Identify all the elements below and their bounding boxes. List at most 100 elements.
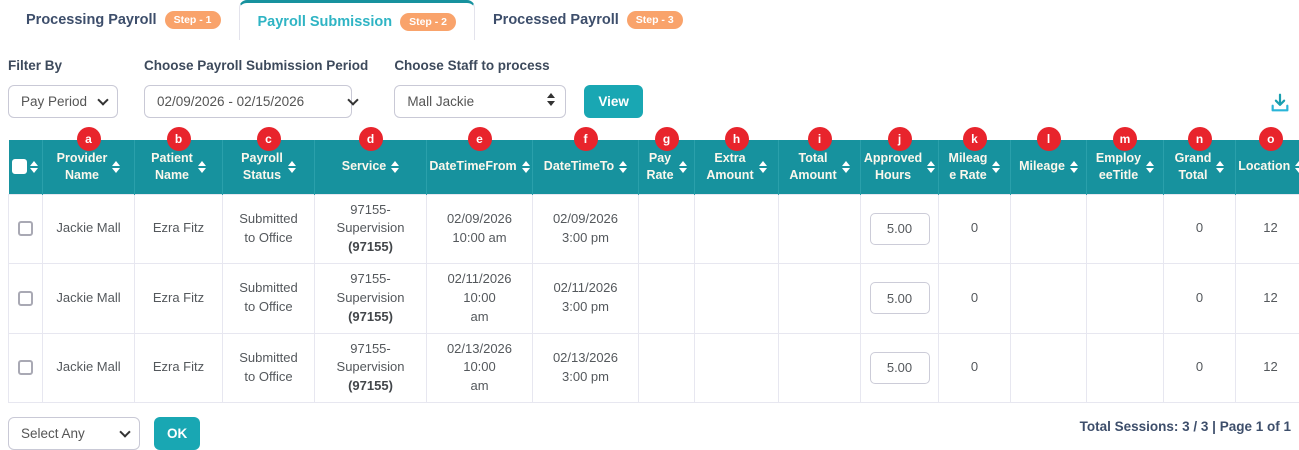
cell-provider-name: Jackie Mall xyxy=(43,264,135,334)
sort-arrows-icon[interactable] xyxy=(1295,161,1299,173)
sort-arrows-icon[interactable] xyxy=(30,161,38,173)
cell-mileage-rate: 0 xyxy=(939,264,1011,334)
approved-hours-input[interactable] xyxy=(870,282,930,314)
cell-provider-name: Jackie Mall xyxy=(43,194,135,264)
sort-arrows-icon[interactable] xyxy=(619,161,627,173)
sort-arrows-icon[interactable] xyxy=(759,161,767,173)
sort-arrows-icon[interactable] xyxy=(1070,161,1078,173)
cell-extra-amount xyxy=(695,264,779,334)
cell-pay-rate xyxy=(639,333,695,403)
cell-approved-hours xyxy=(861,264,939,334)
cell-datetime-from: 02/13/2026 10:00 am xyxy=(427,333,533,403)
column-header-grand-total[interactable]: n Grand Total xyxy=(1164,140,1236,194)
marker-badge-h: h xyxy=(725,127,749,151)
marker-badge-o: o xyxy=(1259,127,1283,151)
cell-total-amount xyxy=(779,333,861,403)
sort-arrows-icon[interactable] xyxy=(391,161,399,173)
cell-mileage xyxy=(1011,333,1087,403)
sort-arrows-icon[interactable] xyxy=(112,161,120,173)
staff-group: Choose Staff to process Mall Jackie xyxy=(394,58,566,118)
marker-badge-n: n xyxy=(1188,127,1212,151)
download-icon[interactable] xyxy=(1269,92,1291,118)
sort-arrows-icon[interactable] xyxy=(198,161,206,173)
sort-arrows-icon[interactable] xyxy=(927,161,935,173)
staff-label: Choose Staff to process xyxy=(394,58,566,73)
marker-badge-j: j xyxy=(888,127,912,151)
cell-datetime-from: 02/11/2026 10:00 am xyxy=(427,264,533,334)
table-row: Jackie Mall Ezra Fitz Submitted to Offic… xyxy=(9,333,1299,403)
table-header-row: a Provider Name b Patient Name c Payroll… xyxy=(9,140,1299,194)
select-all-header xyxy=(9,140,43,194)
ok-button[interactable]: OK xyxy=(154,417,200,450)
cell-location: 12 xyxy=(1236,333,1299,403)
sort-arrows-icon[interactable] xyxy=(842,161,850,173)
tab-processing-payroll[interactable]: Processing Payroll Step - 1 xyxy=(8,0,239,40)
cell-total-amount xyxy=(779,264,861,334)
select-all-checkbox[interactable] xyxy=(12,159,27,174)
column-header-payroll-status[interactable]: c Payroll Status xyxy=(223,140,315,194)
column-header-extra-amount[interactable]: h Extra Amount xyxy=(695,140,779,194)
cell-mileage xyxy=(1011,194,1087,264)
cell-location: 12 xyxy=(1236,194,1299,264)
sort-arrows-icon[interactable] xyxy=(679,161,687,173)
cell-patient-name: Ezra Fitz xyxy=(135,333,223,403)
pagination-summary: Total Sessions: 3 / 3 | Page 1 of 1 xyxy=(1080,417,1291,434)
sort-arrows-icon[interactable] xyxy=(288,161,296,173)
staff-select[interactable]: Mall Jackie xyxy=(394,85,566,118)
column-header-provider-name[interactable]: a Provider Name xyxy=(43,140,135,194)
cell-patient-name: Ezra Fitz xyxy=(135,264,223,334)
bulk-action-select[interactable]: Select Any xyxy=(8,417,140,450)
column-header-service[interactable]: d Service xyxy=(315,140,427,194)
cell-employee-title xyxy=(1087,194,1164,264)
column-header-patient-name[interactable]: b Patient Name xyxy=(135,140,223,194)
cell-extra-amount xyxy=(695,333,779,403)
column-header-approved-hours[interactable]: j Approved Hours xyxy=(861,140,939,194)
approved-hours-input[interactable] xyxy=(870,213,930,245)
cell-grand-total: 0 xyxy=(1164,333,1236,403)
column-header-mileage-rate[interactable]: k Mileag e Rate xyxy=(939,140,1011,194)
column-header-datetimeto[interactable]: f DateTimeTo xyxy=(533,140,639,194)
filter-bar: Filter By Pay Period Choose Payroll Subm… xyxy=(8,58,1291,118)
column-header-total-amount[interactable]: i Total Amount xyxy=(779,140,861,194)
step-badge: Step - 3 xyxy=(627,11,683,29)
cell-service: 97155-Supervision (97155) xyxy=(315,333,427,403)
marker-badge-e: e xyxy=(468,127,492,151)
sort-arrows-icon[interactable] xyxy=(1216,161,1224,173)
row-checkbox[interactable] xyxy=(18,291,33,306)
filter-by-select[interactable]: Pay Period xyxy=(8,85,118,118)
payroll-period-select[interactable]: 02/09/2026 - 02/15/2026 xyxy=(144,85,352,118)
marker-badge-g: g xyxy=(655,127,679,151)
view-button[interactable]: View xyxy=(584,85,643,118)
sort-arrows-icon[interactable] xyxy=(522,161,530,173)
sort-arrows-icon[interactable] xyxy=(1146,161,1154,173)
column-header-pay-rate[interactable]: g Pay Rate xyxy=(639,140,695,194)
cell-grand-total: 0 xyxy=(1164,194,1236,264)
row-checkbox[interactable] xyxy=(18,360,33,375)
tab-label: Processing Payroll xyxy=(26,12,157,28)
cell-grand-total: 0 xyxy=(1164,264,1236,334)
step-badge: Step - 2 xyxy=(400,13,456,31)
sort-arrows-icon[interactable] xyxy=(992,161,1000,173)
marker-badge-a: a xyxy=(77,127,101,151)
table-row: Jackie Mall Ezra Fitz Submitted to Offic… xyxy=(9,194,1299,264)
marker-badge-m: m xyxy=(1113,127,1137,151)
column-header-mileage[interactable]: l Mileage xyxy=(1011,140,1087,194)
column-header-employee-title[interactable]: m Employ eeTitle xyxy=(1087,140,1164,194)
table-footer: Select Any OK Total Sessions: 3 / 3 | Pa… xyxy=(8,417,1291,450)
marker-badge-l: l xyxy=(1037,127,1061,151)
approved-hours-input[interactable] xyxy=(870,352,930,384)
tab-payroll-submission[interactable]: Payroll Submission Step - 2 xyxy=(239,0,476,40)
cell-approved-hours xyxy=(861,194,939,264)
marker-badge-b: b xyxy=(167,127,191,151)
marker-badge-d: d xyxy=(359,127,383,151)
tab-processed-payroll[interactable]: Processed Payroll Step - 3 xyxy=(475,0,701,40)
row-checkbox[interactable] xyxy=(18,221,33,236)
cell-pay-rate xyxy=(639,194,695,264)
filter-by-select-wrap: Pay Period xyxy=(8,85,118,118)
filter-by-group: Filter By Pay Period xyxy=(8,58,118,118)
cell-datetime-to: 02/11/2026 3:00 pm xyxy=(533,264,639,334)
filter-by-label: Filter By xyxy=(8,58,118,73)
column-header-location[interactable]: o Location xyxy=(1236,140,1299,194)
tab-label: Processed Payroll xyxy=(493,12,619,28)
column-header-datetimefrom[interactable]: e DateTimeFrom xyxy=(427,140,533,194)
